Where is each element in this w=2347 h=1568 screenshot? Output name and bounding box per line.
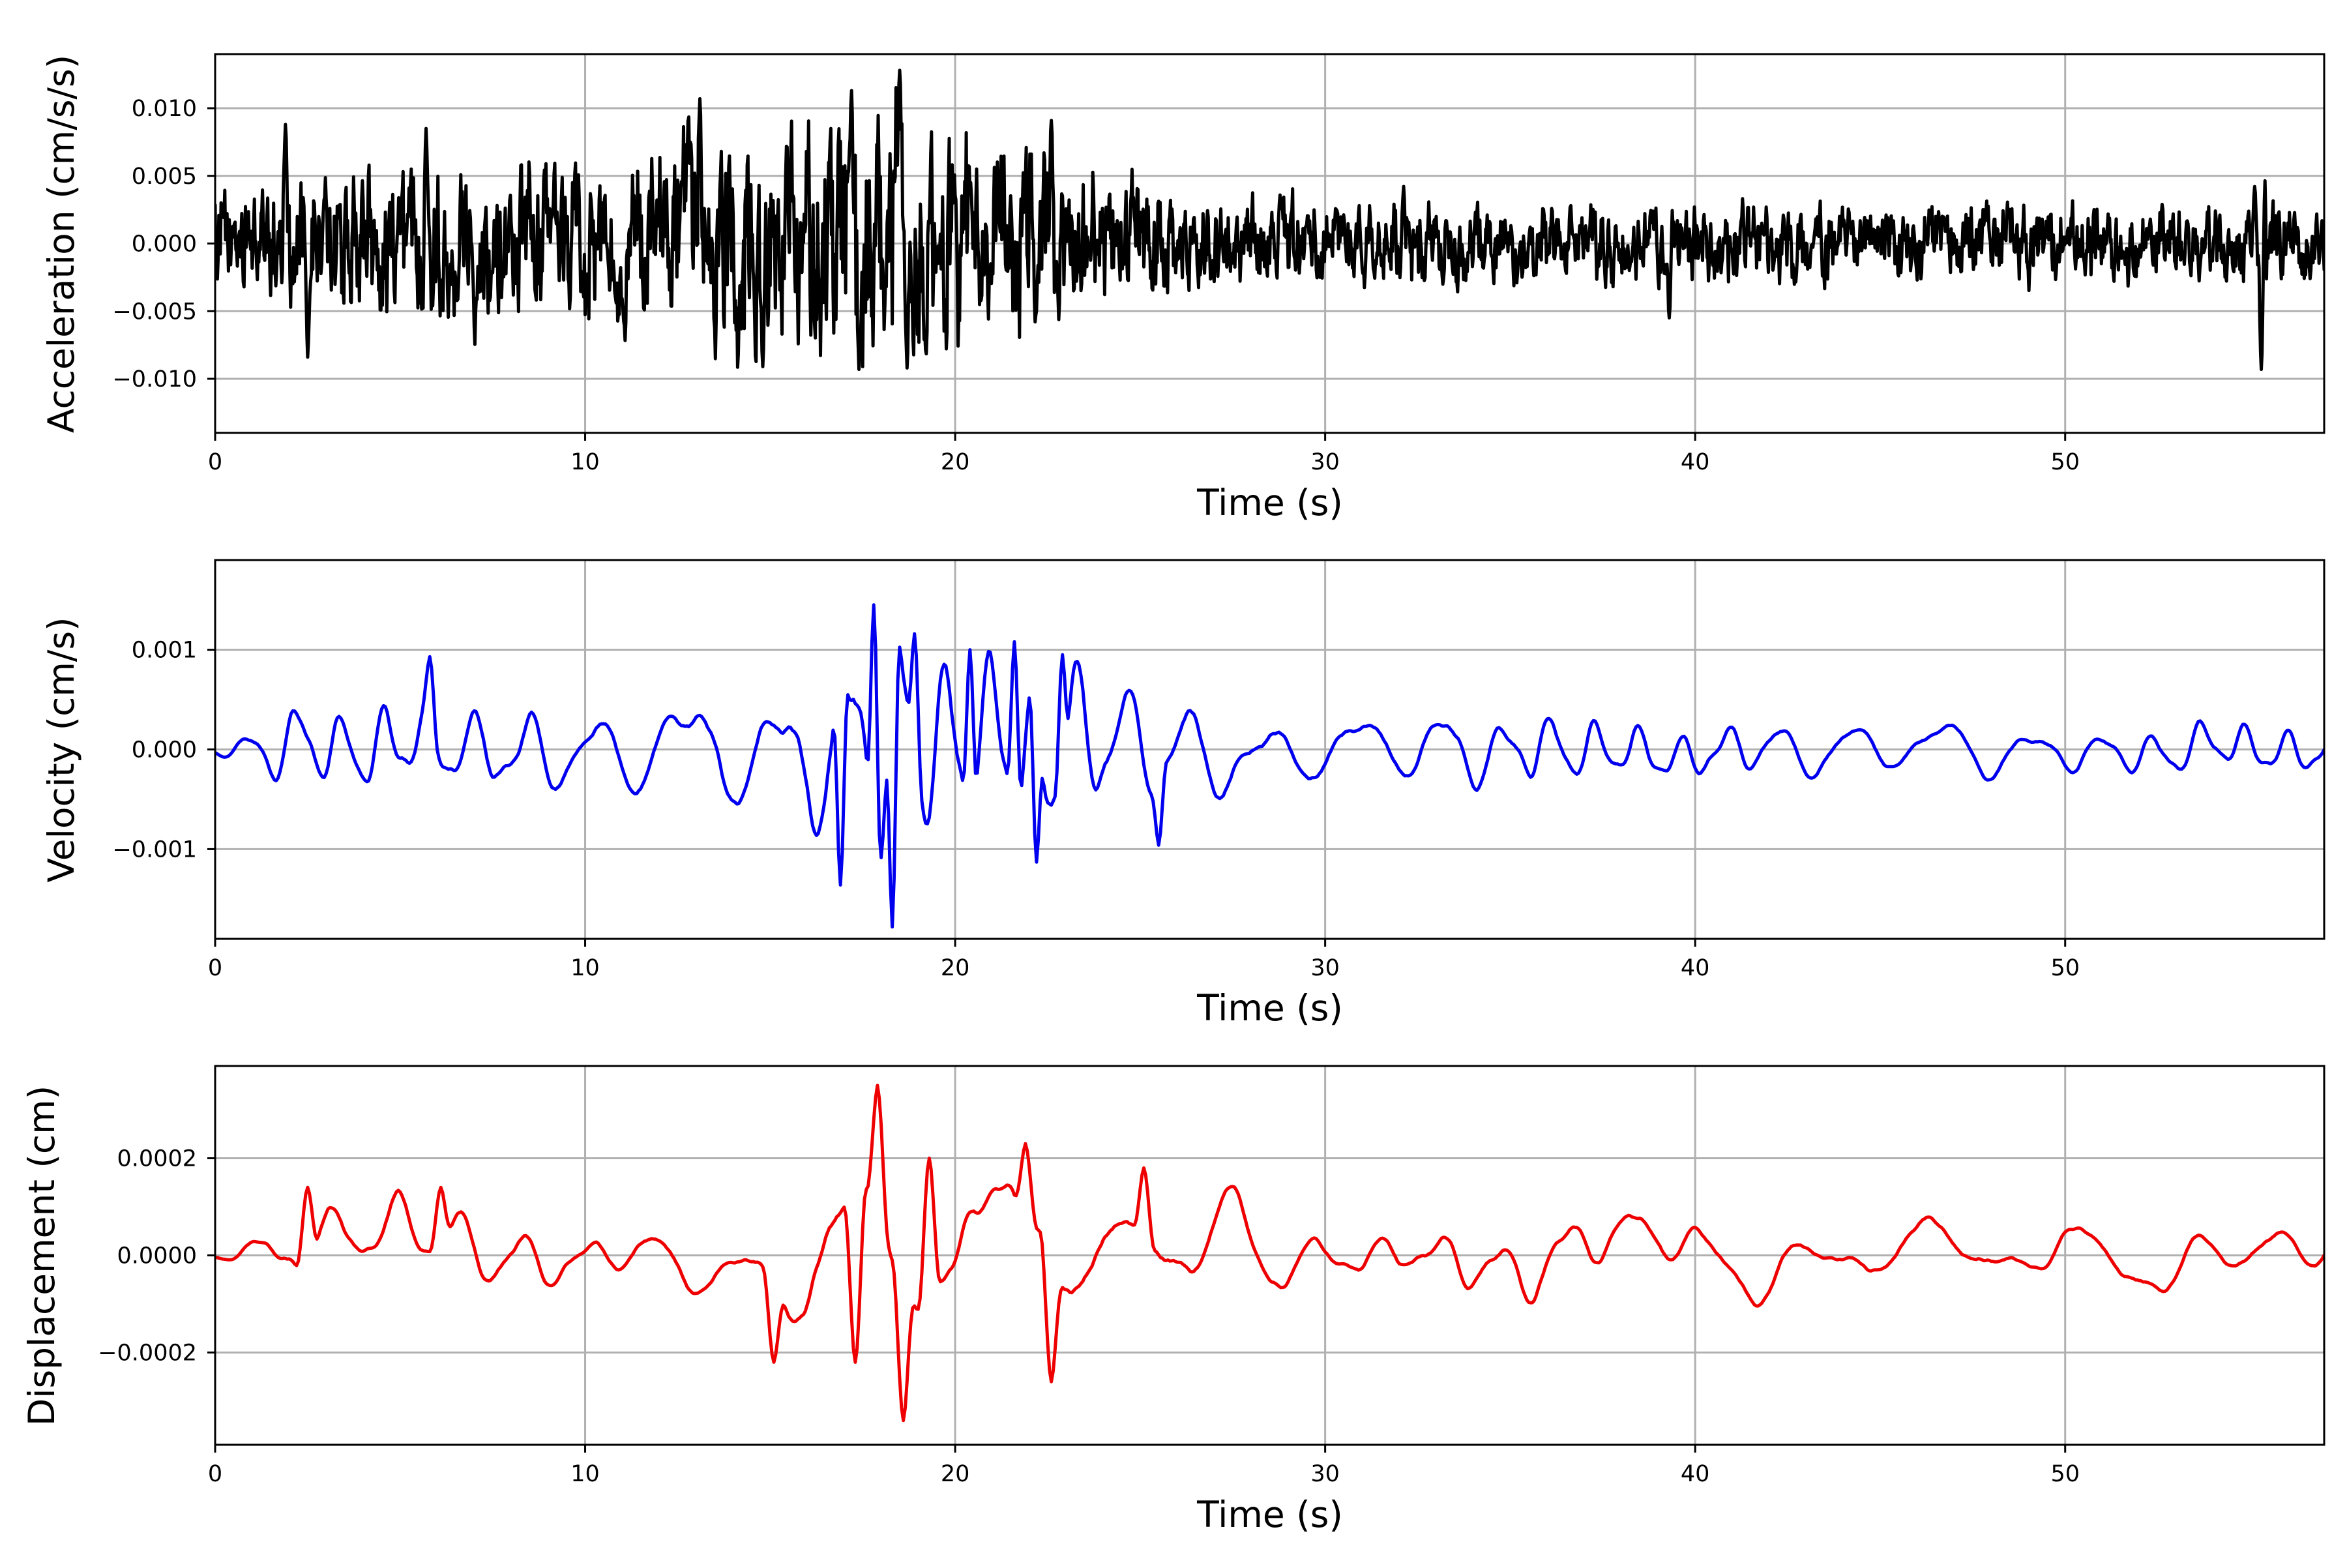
velocity-x-tick-label: 20: [941, 955, 970, 981]
velocity-x-tick-label: 10: [570, 955, 600, 981]
displacement-x-tick-label: 40: [1681, 1461, 1710, 1487]
velocity-ticks: 0 10 20 30 40 50 0.001 0.000 −0.001: [112, 638, 2080, 981]
displacement-x-tick-label: 10: [570, 1461, 600, 1487]
displacement-y-tick-label: −0.0002: [98, 1340, 197, 1366]
displacement-x-tick-label: 20: [941, 1461, 970, 1487]
velocity-panel: Velocity (cm/s) Time (s) 0 10 20 30 40 50 0.00…: [40, 559, 2325, 1029]
acceleration-y-tick-label: 0.010: [132, 96, 197, 122]
velocity-grid: [215, 560, 2324, 939]
velocity-x-axis-label: Time (s): [1196, 987, 1343, 1029]
acceleration-y-tick-label: 0.000: [132, 231, 197, 258]
displacement-y-tick-label: 0.0000: [117, 1243, 197, 1269]
acceleration-axis-label: Acceleration (cm/s/s): [40, 55, 82, 433]
displacement-ticks: 0 10 20 30 40 50 0.0002 0.0000 −0.0002: [98, 1146, 2080, 1487]
acceleration-trace: [215, 68, 2324, 371]
acceleration-y-tick-label: −0.010: [112, 366, 197, 392]
displacement-panel: Displacement (cm) Time (s) 0 10 20 30 40 50 0.…: [21, 1065, 2325, 1535]
displacement-axis-label: Displacement (cm): [21, 1086, 63, 1426]
acceleration-plot-frame: [214, 53, 2325, 434]
acceleration-x-tick-label: 10: [570, 449, 600, 475]
displacement-y-tick-label: 0.0002: [117, 1146, 197, 1172]
acceleration-x-tick-label: 50: [2050, 449, 2080, 475]
acceleration-panel: Acceleration (cm/s/s) Time (s) 0 10 20 30 40…: [40, 53, 2325, 524]
acceleration-x-tick-label: 20: [941, 449, 970, 475]
velocity-x-tick-label: 40: [1681, 955, 1710, 981]
velocity-x-tick-label: 50: [2050, 955, 2080, 981]
acceleration-ticks: 0 10 20 30 40 50 0.010 0.005 0.000 −0.005 −0.010: [112, 96, 2080, 475]
displacement-plot-frame: [214, 1065, 2325, 1446]
acceleration-x-tick-label: 30: [1310, 449, 1340, 475]
displacement-grid: [215, 1066, 2324, 1445]
velocity-y-tick-label: 0.001: [132, 638, 197, 664]
velocity-x-tick-label: 0: [208, 955, 222, 981]
displacement-x-tick-label: 0: [208, 1461, 222, 1487]
velocity-y-tick-label: 0.000: [132, 737, 197, 763]
displacement-x-tick-label: 50: [2050, 1461, 2080, 1487]
acceleration-x-tick-label: 40: [1681, 449, 1710, 475]
acceleration-y-tick-label: 0.005: [132, 164, 197, 190]
displacement-x-tick-label: 30: [1310, 1461, 1340, 1487]
acceleration-y-tick-label: −0.005: [112, 299, 197, 325]
acceleration-x-tick-label: 0: [208, 449, 222, 475]
velocity-plot-frame: [214, 559, 2325, 940]
velocity-y-tick-label: −0.001: [112, 836, 197, 863]
displacement-x-axis-label: Time (s): [1196, 1494, 1343, 1535]
displacement-trace: [215, 1084, 2324, 1423]
velocity-axis-label: Velocity (cm/s): [40, 617, 82, 882]
acceleration-x-axis-label: Time (s): [1196, 482, 1343, 524]
velocity-trace: [215, 603, 2324, 929]
velocity-x-tick-label: 30: [1310, 955, 1340, 981]
